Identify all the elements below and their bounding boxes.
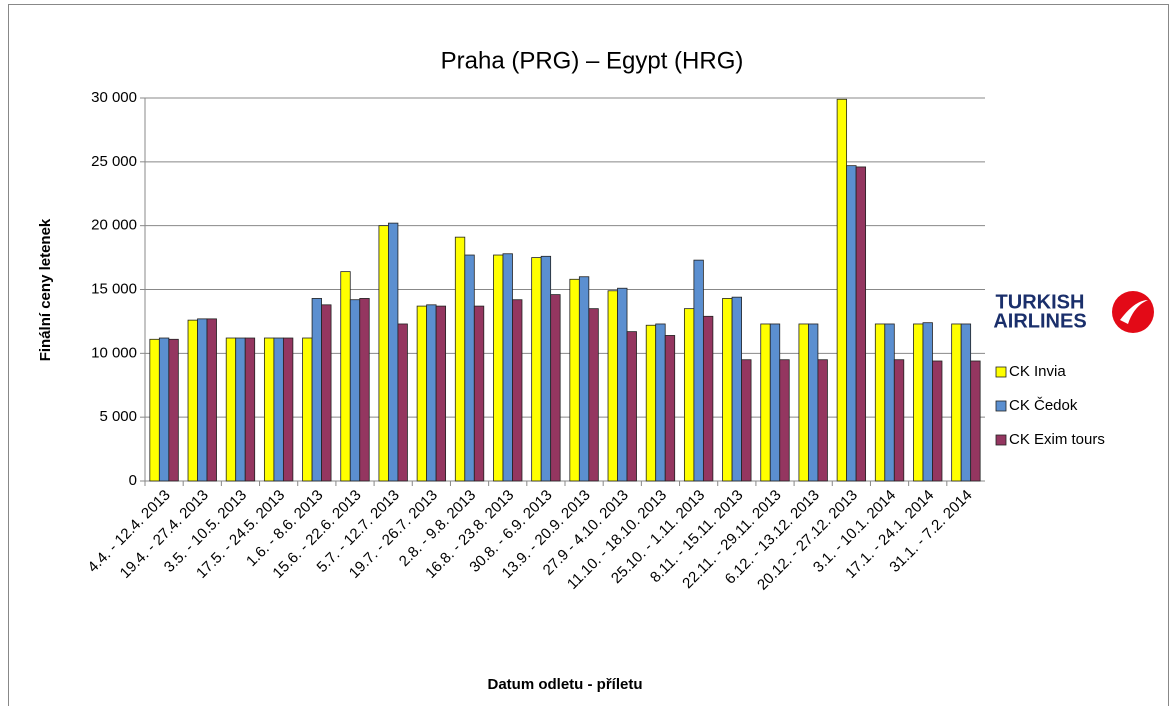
bar — [416, 305, 428, 482]
bar — [607, 290, 618, 482]
bar — [359, 298, 370, 482]
bar — [550, 294, 561, 482]
bar — [855, 166, 867, 482]
bar — [168, 338, 179, 482]
logo: TURKISH AIRLINES — [993, 291, 1154, 333]
bar — [244, 337, 256, 482]
bar — [158, 337, 170, 482]
bar — [922, 322, 933, 482]
logo-text: AIRLINES — [993, 310, 1086, 332]
bar — [321, 304, 332, 482]
y-tick-label: 15 000 — [91, 280, 137, 297]
bar — [263, 337, 275, 482]
bar — [235, 337, 246, 482]
bar — [225, 337, 237, 482]
bar — [540, 255, 552, 482]
y-tick-label: 10 000 — [91, 344, 137, 361]
bar — [626, 331, 637, 482]
bar — [388, 222, 399, 482]
bar — [951, 323, 962, 482]
bar — [960, 323, 972, 482]
bar — [502, 253, 513, 482]
bar — [702, 315, 714, 482]
legend-swatch — [995, 366, 1007, 378]
bar — [884, 323, 895, 482]
bar — [454, 236, 466, 482]
bar — [397, 323, 408, 482]
bar — [378, 225, 389, 482]
bar — [273, 337, 284, 482]
bar — [741, 359, 752, 482]
bar — [464, 254, 475, 482]
bar — [578, 276, 590, 482]
bar — [769, 323, 781, 482]
bar — [588, 308, 599, 482]
bar — [473, 305, 485, 482]
bar — [722, 298, 733, 482]
bar — [932, 360, 943, 482]
bar — [340, 271, 351, 482]
bar — [893, 359, 905, 482]
bar — [760, 323, 771, 482]
bar — [187, 319, 198, 482]
bar — [302, 337, 313, 482]
bar — [435, 305, 447, 482]
bar — [970, 360, 981, 482]
legend-label: CK Exim tours — [1009, 431, 1105, 448]
x-axis-title: Datum odletu - příletu — [488, 676, 643, 693]
legend-swatch — [995, 400, 1007, 412]
bar — [349, 299, 361, 482]
y-tick-label: 0 — [129, 472, 137, 489]
y-tick-label: 30 000 — [91, 89, 137, 106]
logo-text: TURKISH — [996, 291, 1085, 313]
bar — [779, 359, 790, 482]
bar — [512, 299, 523, 482]
y-axis-title: Finální ceny letenek — [37, 218, 54, 361]
bar — [617, 287, 628, 482]
bar — [645, 324, 657, 482]
bar — [683, 308, 695, 482]
bar — [693, 259, 704, 482]
bar — [493, 254, 504, 482]
logo-bird — [1120, 300, 1148, 324]
y-tick-label: 5 000 — [99, 408, 137, 425]
bar — [798, 323, 809, 482]
bar — [569, 278, 580, 482]
bar — [206, 318, 217, 482]
bar — [874, 323, 886, 482]
bar — [808, 323, 819, 482]
bar — [311, 298, 322, 482]
bar — [913, 323, 924, 482]
bar — [664, 335, 676, 482]
bar — [655, 323, 666, 482]
y-tick-label: 25 000 — [91, 153, 137, 170]
legend-label: CK Čedok — [1009, 397, 1078, 414]
bar — [149, 338, 160, 482]
legend-swatch — [995, 434, 1007, 446]
bar — [531, 257, 542, 482]
chart-title: Praha (PRG) – Egypt (HRG) — [441, 47, 744, 74]
bar — [197, 318, 208, 482]
bar — [282, 337, 294, 482]
y-tick-label: 20 000 — [91, 217, 137, 234]
bar — [836, 98, 848, 482]
bar — [846, 165, 857, 482]
bar — [731, 296, 742, 482]
bar — [817, 359, 828, 482]
bar — [426, 304, 437, 482]
legend-label: CK Invia — [1009, 363, 1066, 380]
